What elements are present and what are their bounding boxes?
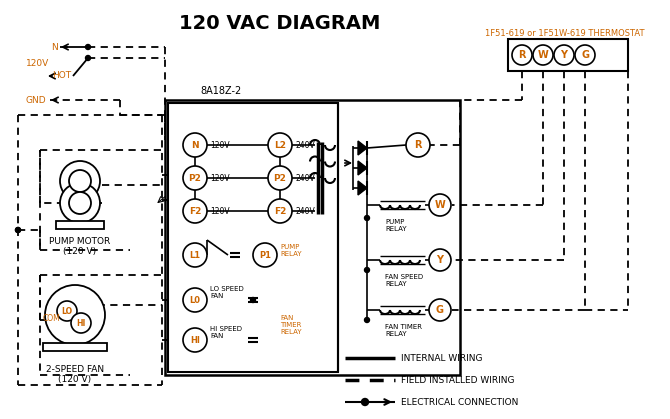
Circle shape [362,398,368,406]
Polygon shape [358,181,367,195]
Circle shape [57,301,77,321]
Circle shape [512,45,532,65]
Text: G: G [581,50,589,60]
FancyBboxPatch shape [165,100,460,375]
Text: 240V: 240V [295,207,315,215]
Circle shape [183,288,207,312]
Circle shape [429,194,451,216]
Circle shape [60,161,100,201]
Text: HI: HI [190,336,200,344]
Text: FAN
TIMER
RELAY: FAN TIMER RELAY [280,315,302,335]
Text: LO: LO [62,307,72,316]
Text: PUMP
RELAY: PUMP RELAY [385,219,407,232]
Text: N: N [191,140,199,150]
Text: N: N [52,42,58,52]
Circle shape [533,45,553,65]
Circle shape [253,243,277,267]
Circle shape [364,318,369,323]
Circle shape [86,44,90,49]
Text: LO SPEED
FAN: LO SPEED FAN [210,285,244,298]
Text: INTERNAL WIRING: INTERNAL WIRING [401,354,482,362]
Text: HI: HI [76,318,86,328]
Circle shape [364,267,369,272]
Circle shape [406,133,430,157]
Text: 120V: 120V [210,173,230,183]
Circle shape [268,133,292,157]
Text: 240V: 240V [295,140,315,150]
Text: W: W [537,50,548,60]
Text: P2: P2 [188,173,202,183]
Circle shape [45,285,105,345]
Text: HI SPEED
FAN: HI SPEED FAN [210,326,242,339]
Text: 8A18Z-2: 8A18Z-2 [200,86,241,96]
Circle shape [183,133,207,157]
Text: F2: F2 [274,207,286,215]
Circle shape [69,192,91,214]
Text: Y: Y [561,50,567,60]
Circle shape [69,170,91,192]
Text: P2: P2 [273,173,287,183]
Circle shape [268,166,292,190]
Circle shape [183,328,207,352]
Circle shape [364,215,369,220]
Text: FAN TIMER
RELAY: FAN TIMER RELAY [385,324,422,337]
Circle shape [183,243,207,267]
Text: 120V: 120V [210,140,230,150]
Text: W: W [435,200,446,210]
FancyBboxPatch shape [168,103,338,372]
Circle shape [86,55,90,60]
Text: 240V: 240V [295,173,315,183]
Text: 120V: 120V [26,59,50,67]
Text: R: R [414,140,421,150]
Circle shape [429,299,451,321]
Text: PUMP MOTOR
(120 V): PUMP MOTOR (120 V) [50,237,111,256]
Text: 120 VAC DIAGRAM: 120 VAC DIAGRAM [180,14,381,33]
Circle shape [60,183,100,223]
Text: ELECTRICAL CONNECTION: ELECTRICAL CONNECTION [401,398,519,406]
Circle shape [183,199,207,223]
Circle shape [15,228,21,233]
Text: L2: L2 [274,140,286,150]
Text: Y: Y [436,255,444,265]
Text: L1: L1 [190,251,200,259]
Text: HOT: HOT [52,70,71,80]
Text: G: G [436,305,444,315]
Text: 2-SPEED FAN
(120 V): 2-SPEED FAN (120 V) [46,365,104,384]
Circle shape [575,45,595,65]
Polygon shape [358,161,367,175]
Text: PUMP
RELAY: PUMP RELAY [280,243,302,256]
Text: FIELD INSTALLED WIRING: FIELD INSTALLED WIRING [401,375,515,385]
Text: 120V: 120V [210,207,230,215]
FancyBboxPatch shape [56,221,104,229]
Circle shape [71,313,91,333]
Text: GND: GND [26,96,47,104]
Text: R: R [519,50,526,60]
Text: FAN SPEED
RELAY: FAN SPEED RELAY [385,274,423,287]
Text: COM: COM [43,313,61,323]
Circle shape [268,199,292,223]
Circle shape [429,249,451,271]
Circle shape [251,297,255,303]
Circle shape [554,45,574,65]
Text: F2: F2 [189,207,201,215]
Text: L0: L0 [190,295,200,305]
Polygon shape [358,141,367,155]
Circle shape [183,166,207,190]
FancyBboxPatch shape [508,39,628,71]
Text: 1F51-619 or 1F51W-619 THERMOSTAT: 1F51-619 or 1F51W-619 THERMOSTAT [485,29,645,38]
Circle shape [15,228,21,233]
Text: P1: P1 [259,251,271,259]
FancyBboxPatch shape [43,343,107,351]
